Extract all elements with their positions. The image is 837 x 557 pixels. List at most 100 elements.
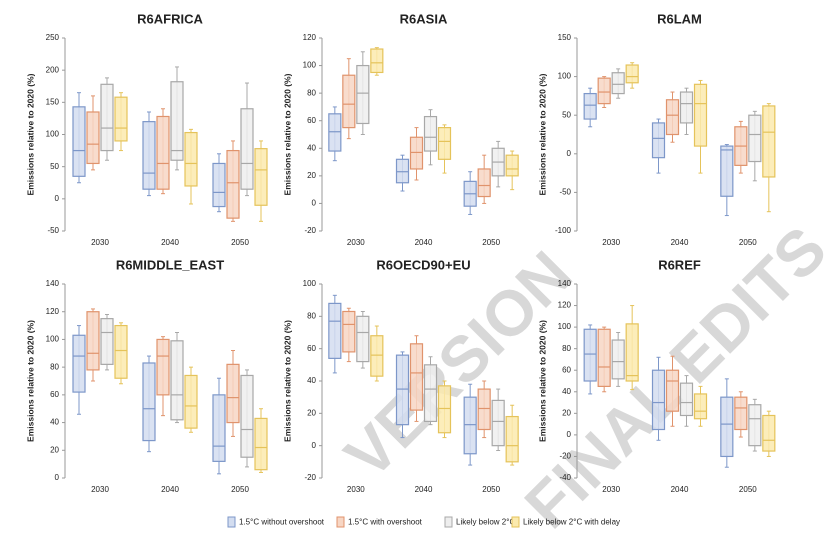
y-tick-label: 100: [558, 322, 572, 331]
box: [86, 311, 100, 371]
box: [409, 136, 424, 170]
y-tick-label: -50: [47, 226, 59, 235]
box: [665, 369, 680, 412]
y-tick-label: 0: [312, 441, 317, 450]
x-tick-label: 2030: [91, 238, 109, 247]
box: [651, 369, 666, 431]
box: [679, 91, 694, 124]
box: [72, 106, 86, 177]
box: [734, 396, 748, 431]
box: [184, 131, 198, 187]
y-axis-label: Emissions relative to 2020 (%): [282, 320, 292, 442]
y-tick-label: 80: [50, 362, 59, 371]
y-tick-label: -100: [555, 226, 572, 235]
box: [395, 158, 410, 184]
y-tick-label: 120: [558, 301, 572, 310]
box: [693, 393, 708, 420]
x-tick-label: 2030: [347, 238, 365, 247]
x-tick-label: 2050: [482, 485, 500, 494]
y-tick-label: 120: [46, 307, 60, 316]
legend-swatch: [336, 516, 345, 528]
box: [170, 81, 184, 161]
box: [491, 399, 505, 447]
x-tick-label: 2040: [161, 238, 179, 247]
box: [665, 99, 680, 136]
box: [423, 115, 438, 152]
x-tick-label: 2050: [231, 485, 249, 494]
x-tick-label: 2040: [671, 238, 689, 247]
y-tick-label: 0: [312, 199, 317, 208]
y-tick-label: 80: [562, 344, 571, 353]
y-tick-label: 0: [567, 430, 572, 439]
box: [762, 414, 776, 452]
box: [226, 149, 240, 219]
box: [240, 374, 254, 458]
y-tick-label: 60: [562, 365, 571, 374]
y-tick-label: 0: [55, 194, 60, 203]
box: [395, 354, 410, 426]
y-tick-label: -20: [304, 473, 316, 482]
box: [254, 148, 268, 206]
box: [625, 323, 639, 382]
box: [597, 328, 611, 387]
y-tick-label: 80: [307, 311, 316, 320]
box: [342, 310, 356, 353]
x-tick-label: 2030: [347, 485, 365, 494]
box: [423, 364, 438, 423]
box: [254, 417, 268, 471]
y-tick-label: 140: [558, 279, 572, 288]
x-tick-label: 2050: [739, 238, 757, 247]
y-tick-label: 20: [307, 408, 316, 417]
legend-label: Likely below 2°C: [456, 518, 515, 527]
chart-title: R6ASIA: [400, 11, 448, 26]
box: [100, 83, 114, 152]
box: [505, 154, 519, 177]
box: [409, 343, 424, 411]
box: [342, 74, 356, 129]
x-tick-label: 2050: [231, 238, 249, 247]
box: [583, 328, 597, 382]
y-tick-label: 60: [307, 344, 316, 353]
box: [212, 162, 226, 208]
box: [328, 302, 342, 359]
legend-swatch: [444, 516, 453, 528]
box: [720, 145, 734, 197]
y-tick-label: 60: [307, 116, 316, 125]
x-tick-label: 2040: [161, 485, 179, 494]
box: [142, 121, 156, 190]
y-tick-label: 150: [46, 97, 60, 106]
box: [611, 339, 625, 380]
box: [170, 340, 184, 421]
chart-title: R6LAM: [657, 11, 702, 26]
legend-swatch: [511, 516, 520, 528]
legend-swatch: [227, 516, 236, 528]
box: [156, 338, 170, 396]
y-tick-label: 200: [46, 65, 60, 74]
box: [86, 111, 100, 165]
y-tick-label: -40: [559, 473, 571, 482]
x-tick-label: 2040: [671, 485, 689, 494]
legend-label: 1.5°C without overshoot: [239, 518, 325, 527]
x-tick-label: 2050: [482, 238, 500, 247]
legend-label: 1.5°C with overshoot: [348, 518, 423, 527]
box: [477, 388, 491, 431]
y-tick-label: 140: [46, 279, 60, 288]
y-tick-label: -20: [559, 452, 571, 461]
x-tick-label: 2030: [91, 485, 109, 494]
y-tick-label: 20: [562, 408, 571, 417]
box: [748, 114, 762, 163]
box: [212, 394, 226, 462]
box: [226, 363, 240, 424]
y-tick-label: 100: [558, 72, 572, 81]
box: [651, 122, 666, 159]
box: [370, 335, 384, 377]
y-tick-label: 100: [46, 130, 60, 139]
box: [583, 92, 597, 120]
chart-title: R6OECD90+EU: [376, 257, 470, 272]
box: [156, 115, 170, 190]
y-tick-label: 0: [567, 149, 572, 158]
x-tick-label: 2030: [602, 238, 620, 247]
box: [437, 127, 452, 160]
y-axis-label: Emissions relative to 2020 (%): [282, 73, 292, 195]
box: [437, 385, 452, 434]
